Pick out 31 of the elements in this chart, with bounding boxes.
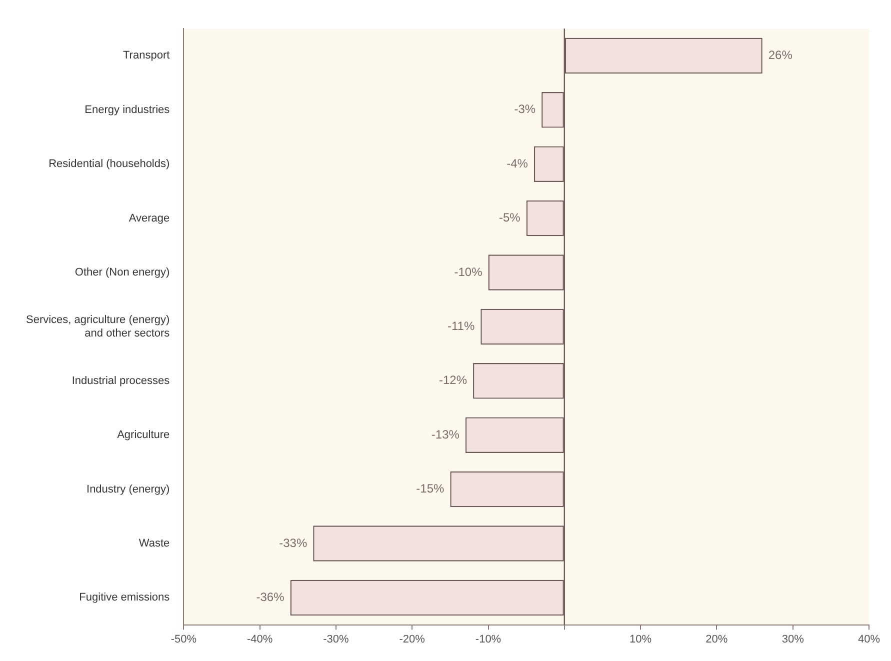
y-tick-label: Services, agriculture (energy) and other sectors [26, 314, 170, 340]
data-label: -33% [279, 536, 308, 550]
x-tick-label: -30% [323, 633, 350, 646]
x-tick-label: 20% [706, 633, 728, 646]
y-tick-label: Fugitive emissions [79, 592, 170, 604]
data-label: -4% [506, 156, 528, 170]
data-label: -15% [416, 482, 445, 496]
x-tick-label: -20% [399, 633, 426, 646]
data-label: -11% [448, 319, 475, 334]
y-tick-label: Average [128, 212, 170, 224]
y-tick-label: Energy industries [84, 104, 170, 116]
x-tick-label: 10% [630, 633, 652, 646]
data-label: -3% [514, 102, 536, 116]
x-tick-label: -40% [246, 633, 273, 646]
y-tick-label: Residential (households) [48, 158, 170, 170]
data-label: 26% [768, 48, 793, 62]
data-label: -10% [454, 264, 483, 279]
data-label: -12% [439, 373, 468, 388]
data-label: -13% [431, 427, 460, 442]
data-label: -36% [256, 590, 285, 604]
x-tick-label: 40% [858, 633, 880, 646]
x-tick-label: 30% [782, 633, 804, 646]
data-label: -5% [498, 210, 521, 225]
y-tick-label: Transport [122, 50, 170, 62]
y-tick-label: Other (Non energy) [74, 266, 170, 279]
x-tick-label: -10% [475, 633, 502, 646]
y-tick-label: Industrial processes [72, 374, 170, 387]
y-tick-label: Industry (energy) [86, 483, 170, 496]
x-tick-label: -50% [170, 633, 197, 646]
y-tick-label: Waste [138, 538, 170, 550]
y-tick-label: Agriculture [117, 429, 170, 442]
